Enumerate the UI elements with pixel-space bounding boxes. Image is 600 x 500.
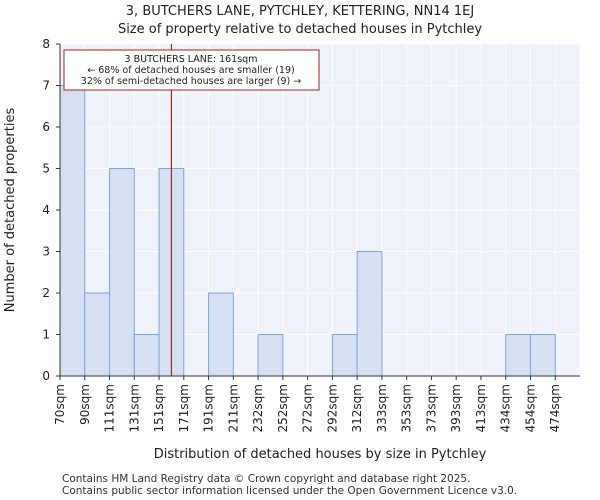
bar-292sqm <box>331 334 358 377</box>
x-tick-label: 70sqm <box>53 384 67 425</box>
x-tick-label: 393sqm <box>449 384 463 432</box>
y-axis-label: Number of detached properties <box>3 108 18 313</box>
x-tick-label: 211sqm <box>226 384 240 432</box>
bar-232sqm <box>257 334 284 377</box>
bar-191sqm <box>208 292 234 377</box>
bar-111sqm <box>109 168 135 377</box>
x-tick-label: 151sqm <box>152 384 166 432</box>
bar-312sqm <box>356 251 383 377</box>
x-tick-label: 413sqm <box>474 384 488 432</box>
x-axis: 70sqm 90sqm 111sqm 131sqm 151sqm 171sqm 191sqm… <box>53 375 580 432</box>
annotation-smaller: ← 68% of detached houses are smaller (19… <box>87 65 294 76</box>
x-tick-label: 252sqm <box>276 384 290 432</box>
y-tick-label: 7 <box>42 79 50 93</box>
y-tick-label: 1 <box>42 328 50 342</box>
x-axis-label: Distribution of detached houses by size … <box>154 447 487 462</box>
bar-90sqm <box>84 292 111 377</box>
x-tick-label: 434sqm <box>499 384 513 432</box>
bar-454sqm <box>529 334 556 377</box>
x-tick-label: 474sqm <box>548 384 562 432</box>
x-tick-label: 272sqm <box>301 384 315 432</box>
y-tick-label: 5 <box>42 162 50 176</box>
x-tick-label: 292sqm <box>325 384 339 432</box>
bar-131sqm <box>133 334 160 377</box>
x-tick-label: 454sqm <box>523 384 537 432</box>
chart-title-line2: Size of property relative to detached ho… <box>117 22 483 37</box>
x-tick-label: 333sqm <box>375 384 389 432</box>
bar-70sqm <box>59 85 86 377</box>
bar-434sqm <box>505 334 531 377</box>
y-tick-label: 3 <box>42 245 50 259</box>
y-axis: 0 1 2 3 4 5 6 7 8 <box>42 37 61 383</box>
property-marker: 3 BUTCHERS LANE: 161sqm← 68% of detached… <box>63 44 320 376</box>
y-tick-label: 6 <box>42 120 50 134</box>
x-tick-label: 353sqm <box>400 384 414 432</box>
chart-title-line1: 3, BUTCHERS LANE, PYTCHLEY, KETTERING, N… <box>125 4 475 19</box>
x-tick-label: 90sqm <box>78 384 92 425</box>
x-tick-label: 171sqm <box>177 384 191 432</box>
y-tick-label: 2 <box>42 286 50 300</box>
x-tick-label: 232sqm <box>251 384 265 432</box>
footer-line2: Contains public sector information licen… <box>62 485 518 497</box>
y-tick-label: 8 <box>42 37 50 51</box>
annotation-box <box>63 49 320 91</box>
x-tick-label: 111sqm <box>103 384 117 432</box>
x-tick-label: 312sqm <box>350 384 364 432</box>
y-tick-label: 0 <box>42 369 50 383</box>
annotation-larger: 32% of semi-detached houses are larger (… <box>81 76 301 87</box>
x-tick-label: 373sqm <box>424 384 438 432</box>
footer-line1: Contains HM Land Registry data © Crown c… <box>62 473 471 485</box>
y-tick-label: 4 <box>42 203 50 217</box>
annotation-title: 3 BUTCHERS LANE: 161sqm <box>125 54 258 65</box>
x-tick-label: 191sqm <box>202 384 216 432</box>
x-tick-label: 131sqm <box>127 384 141 432</box>
